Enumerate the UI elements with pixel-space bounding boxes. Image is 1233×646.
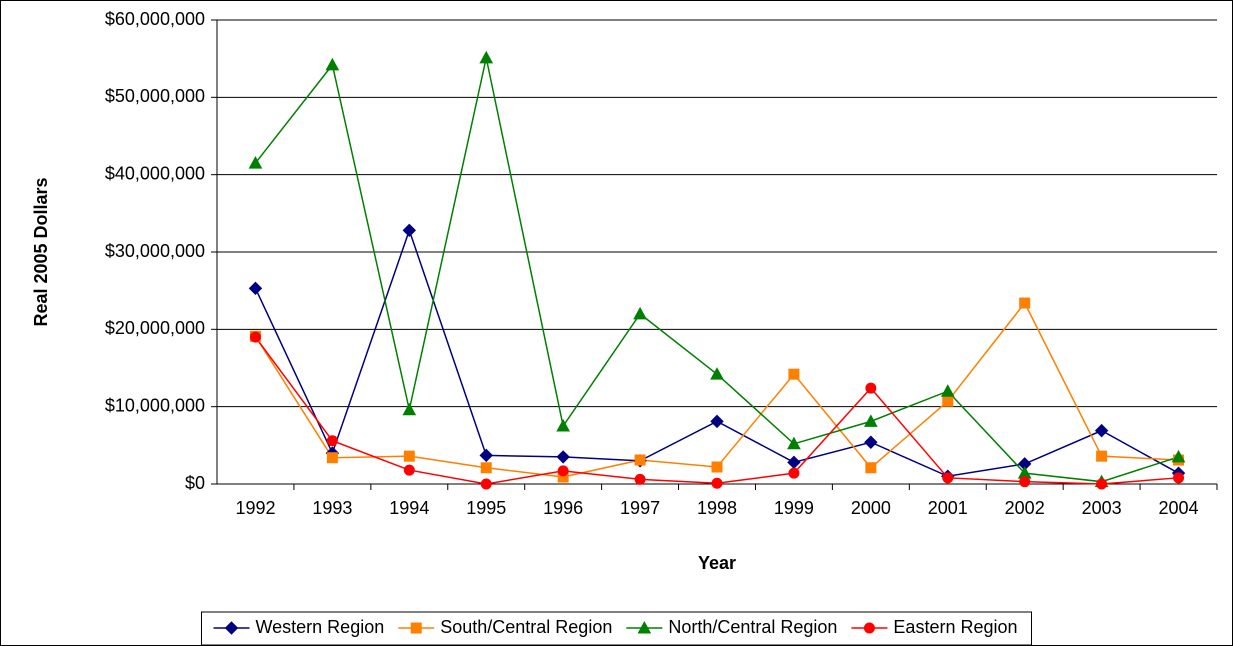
x-tick-label: 1996 xyxy=(543,498,583,518)
data-point xyxy=(326,435,338,447)
y-tick-label: $20,000,000 xyxy=(105,318,205,338)
data-point xyxy=(556,418,570,432)
data-point xyxy=(634,454,646,466)
y-axis-title: Real 2005 Dollars xyxy=(31,177,51,326)
data-point xyxy=(249,331,261,343)
data-point xyxy=(710,367,724,380)
data-point xyxy=(1173,472,1185,484)
data-point xyxy=(942,395,954,407)
data-point xyxy=(403,464,415,476)
legend-label: South/Central Region xyxy=(440,617,612,637)
data-point xyxy=(788,368,800,380)
data-point xyxy=(787,436,801,450)
data-point xyxy=(402,223,417,238)
data-point xyxy=(1094,423,1109,438)
x-tick-label: 1994 xyxy=(389,498,429,518)
x-tick-label: 2004 xyxy=(1159,498,1199,518)
data-point xyxy=(403,450,415,462)
legend-label: North/Central Region xyxy=(668,617,837,637)
data-point xyxy=(402,402,417,416)
x-tick-label: 2000 xyxy=(851,498,891,518)
data-point xyxy=(711,477,723,489)
data-point xyxy=(325,57,340,71)
x-tick-label: 1997 xyxy=(620,498,660,518)
data-point xyxy=(480,478,492,490)
data-point xyxy=(480,462,492,474)
x-tick-label: 1999 xyxy=(774,498,814,518)
data-point xyxy=(940,384,955,397)
x-tick-label: 1998 xyxy=(697,498,737,518)
data-point xyxy=(710,414,724,429)
data-point xyxy=(864,414,878,427)
legend-marker xyxy=(410,622,422,634)
data-point xyxy=(556,450,570,464)
data-point xyxy=(1019,297,1031,309)
data-point xyxy=(788,467,800,479)
data-point xyxy=(1171,449,1186,463)
y-tick-label: $10,000,000 xyxy=(105,395,205,415)
data-point xyxy=(479,50,494,64)
data-point xyxy=(633,306,647,320)
data-point xyxy=(1096,450,1108,462)
data-point xyxy=(326,452,338,464)
legend-box xyxy=(200,611,1033,646)
x-tick-label: 2001 xyxy=(928,498,968,518)
x-tick-label: 1992 xyxy=(235,498,275,518)
data-point xyxy=(864,435,878,449)
data-point xyxy=(248,156,263,169)
data-point xyxy=(865,462,877,474)
y-tick-label: $50,000,000 xyxy=(105,86,205,106)
x-tick-label: 2002 xyxy=(1005,498,1045,518)
data-point xyxy=(1019,476,1031,488)
x-tick-label: 1993 xyxy=(312,498,352,518)
legend-marker xyxy=(863,622,875,634)
data-point xyxy=(479,448,493,463)
legend-marker xyxy=(224,621,239,635)
data-point xyxy=(248,281,263,296)
x-tick-label: 2003 xyxy=(1082,498,1122,518)
y-tick-label: $0 xyxy=(185,473,205,493)
legend: Western Region South/Central Region North/… xyxy=(200,611,1033,646)
data-point xyxy=(942,472,954,484)
legend-marker xyxy=(637,620,652,634)
y-tick-label: $60,000,000 xyxy=(105,9,205,29)
y-tick-label: $40,000,000 xyxy=(105,163,205,183)
data-point xyxy=(557,465,569,477)
data-point xyxy=(711,461,723,473)
x-tick-label: 1995 xyxy=(466,498,506,518)
data-point xyxy=(634,473,646,485)
y-tick-label: $30,000,000 xyxy=(105,241,205,261)
data-point xyxy=(865,382,877,394)
legend-label: Western Region xyxy=(255,617,384,637)
legend-label: Eastern Region xyxy=(893,617,1017,637)
data-point xyxy=(1096,478,1108,490)
x-axis-title: Year xyxy=(698,553,736,573)
